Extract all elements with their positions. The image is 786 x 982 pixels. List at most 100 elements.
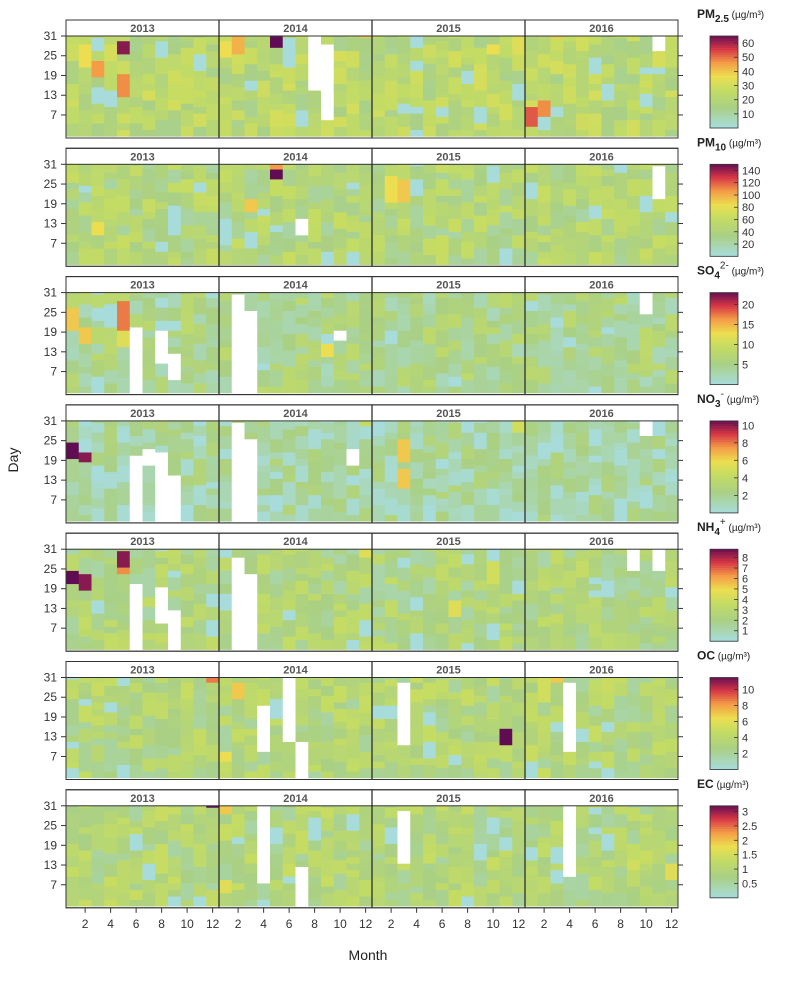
heatmap-cell	[499, 629, 513, 637]
heatmap-cell	[180, 310, 194, 321]
heatmap-cell	[91, 695, 105, 703]
heatmap-cell	[321, 547, 335, 558]
heatmap-cell	[435, 633, 449, 650]
heatmap-cell	[244, 682, 258, 693]
heatmap-cell	[91, 508, 105, 522]
heatmap-cell	[129, 455, 143, 463]
heatmap-cell	[244, 744, 258, 762]
heatmap-cell	[486, 504, 500, 522]
heatmap-cell	[295, 458, 309, 466]
colorbar-segment	[710, 483, 738, 486]
panel-border	[65, 147, 679, 267]
heatmap-cell	[333, 708, 347, 723]
heatmap-cell	[282, 820, 296, 835]
heatmap-cell	[665, 313, 679, 331]
heatmap-cell	[435, 810, 449, 821]
heatmap-cell	[219, 705, 233, 716]
heatmap-cell	[461, 179, 475, 193]
heatmap-cell	[142, 619, 156, 627]
heatmap-cell	[627, 363, 641, 374]
heatmap-cell	[550, 106, 564, 117]
heatmap-cell	[537, 310, 551, 325]
heatmap-cell	[372, 162, 386, 173]
x-tick-label: 6	[133, 917, 140, 931]
heatmap-cell	[117, 741, 131, 749]
colorbar-segment	[710, 714, 738, 718]
heatmap-cell	[499, 613, 513, 624]
heatmap-cell	[423, 471, 437, 479]
heatmap-cell	[499, 837, 513, 851]
year-label: 2014	[283, 280, 308, 292]
heatmap-cell	[117, 718, 131, 726]
heatmap-cell	[652, 87, 666, 98]
heatmap-cell	[206, 702, 220, 713]
heatmap-cell	[499, 488, 513, 496]
colorbar-segment	[710, 423, 738, 426]
colorbar-segment	[710, 819, 738, 823]
heatmap-cell	[333, 850, 347, 861]
heatmap-cell	[435, 313, 449, 331]
year-label: 2016	[589, 793, 613, 805]
heatmap-cell	[206, 307, 220, 325]
heatmap-cell	[270, 718, 284, 726]
heatmap-cell	[563, 728, 577, 746]
heatmap-cell	[372, 705, 386, 719]
heatmap-cell	[346, 317, 360, 328]
heatmap-cell	[627, 195, 641, 210]
colorbar-segment	[710, 478, 738, 482]
heatmap-cell	[155, 445, 169, 453]
heatmap-cell	[168, 866, 182, 877]
heatmap-cell	[117, 360, 131, 377]
heatmap-cell	[206, 77, 220, 91]
heatmap-cell	[257, 603, 271, 614]
heatmap-cell	[359, 254, 373, 265]
heatmap-cell	[321, 44, 335, 58]
heatmap-cell	[525, 744, 539, 762]
heatmap-cell	[168, 235, 182, 252]
colorbar-tick-label: 10	[742, 420, 754, 432]
heatmap-cell	[117, 629, 131, 637]
heatmap-cell	[129, 596, 143, 611]
heatmap-cell	[66, 606, 80, 617]
heatmap-cell	[180, 34, 194, 42]
heatmap-cell	[639, 863, 653, 871]
heatmap-cell	[499, 886, 513, 897]
heatmap-cell	[66, 360, 80, 374]
heatmap-cell	[537, 856, 551, 864]
heatmap-cell	[614, 583, 628, 594]
heatmap-cell	[474, 215, 488, 223]
heatmap-cell	[435, 432, 449, 443]
species-name: SO	[697, 264, 714, 278]
colorbar-segment	[710, 61, 738, 65]
heatmap-cell	[244, 498, 258, 506]
heatmap-cell	[397, 54, 411, 65]
heatmap-cell	[180, 600, 194, 617]
heatmap-cell	[576, 866, 590, 874]
heatmap-cell	[91, 629, 105, 640]
heatmap-cell	[282, 807, 296, 821]
heatmap-cell	[499, 606, 513, 614]
heatmap-cell	[576, 129, 590, 137]
heatmap-cell	[588, 840, 602, 858]
heatmap-cell	[282, 514, 296, 522]
heatmap-cell	[104, 488, 118, 506]
heatmap-cell	[639, 731, 653, 749]
heatmap-cell	[219, 182, 233, 193]
heatmap-cell	[231, 580, 245, 594]
heatmap-cell	[168, 889, 182, 897]
heatmap-cell	[282, 67, 296, 85]
heatmap-cell	[219, 771, 233, 779]
heatmap-cell	[461, 705, 475, 716]
heatmap-cell	[168, 883, 182, 890]
heatmap-cell	[180, 419, 194, 433]
heatmap-cell	[346, 869, 360, 877]
heatmap-cell	[270, 626, 284, 644]
heatmap-cell	[639, 850, 653, 864]
heatmap-cell	[486, 343, 500, 361]
heatmap-cell	[550, 123, 564, 137]
heatmap-cell	[257, 735, 271, 746]
heatmap-cell	[512, 820, 526, 838]
heatmap-cell	[346, 580, 360, 594]
heatmap-cell	[282, 310, 296, 325]
